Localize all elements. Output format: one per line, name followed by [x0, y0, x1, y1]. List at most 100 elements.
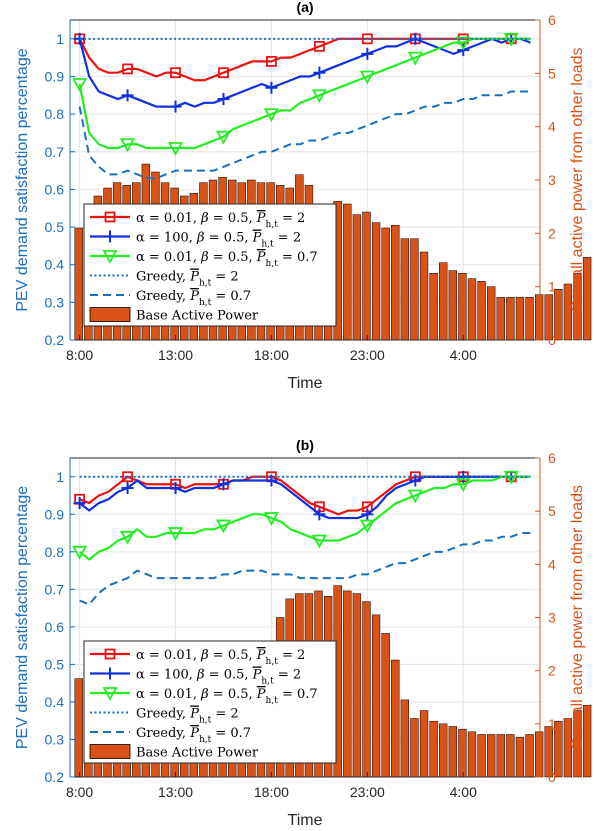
square-marker	[170, 67, 181, 79]
x-axis-label: Time	[288, 375, 323, 392]
bar	[439, 723, 448, 778]
legend-bar-swatch	[89, 744, 131, 759]
triangle-marker	[311, 89, 327, 104]
tick-label-x: 13:00	[158, 347, 193, 363]
series-line-blue-plus	[78, 475, 531, 520]
bar	[496, 297, 505, 341]
tick-label-left: 0.4	[45, 694, 65, 710]
legend-label: α = 100, β = 0.5, Ph,t = 2	[136, 668, 301, 687]
legend-label-part: h,t	[266, 696, 279, 706]
square-marker	[104, 211, 116, 223]
legend-label-part: = 0.7	[211, 289, 251, 304]
bar	[419, 710, 429, 778]
legend-label-part: = 2	[211, 707, 238, 722]
tick-label-x: 23:00	[350, 784, 385, 800]
bar	[381, 227, 390, 341]
legend-label-part: P	[256, 250, 266, 265]
tick-label-left: 0.3	[45, 731, 65, 747]
tick-label-x: 23:00	[350, 347, 385, 363]
tick-label-right: 4	[548, 119, 556, 135]
bar	[391, 659, 400, 778]
tick-label-right: 4	[548, 556, 556, 572]
triangle-marker	[215, 130, 231, 145]
tick-label-left: 1	[56, 31, 64, 47]
triangle-marker	[359, 519, 375, 534]
bar	[544, 726, 553, 778]
triangle-marker	[215, 519, 231, 534]
legend-label-part: α = 0.01,	[136, 648, 201, 663]
bar	[506, 297, 515, 341]
legend-label-part: P	[256, 211, 266, 226]
chart-title: (b)	[296, 437, 314, 453]
legend-label-part: = 2	[211, 270, 238, 285]
legend-label-part: Greedy,	[136, 289, 190, 304]
tick-label-left: 0.6	[45, 181, 65, 197]
chart-panel-b: 0.2 0.3 0.4 0.5 0.6 0.7 0.8 0.9 1 0 1 2 3 4 5 6 8:00 13:0…	[14, 437, 592, 829]
bar	[439, 262, 448, 341]
tick-label-left: 0.8	[45, 106, 65, 122]
triangle-marker	[102, 687, 118, 701]
chart-panel-a: 0.2 0.3 0.4 0.5 0.6 0.7 0.8 0.9 1 0 1 2 3 4 5 6 8:00 13:0…	[14, 0, 592, 392]
square-marker	[266, 56, 277, 67]
tick-label-right: 0	[548, 332, 556, 348]
tick-label-left: 0.6	[45, 619, 65, 635]
triangle-marker	[263, 108, 279, 122]
legend-label-part: P	[189, 270, 199, 285]
legend-label-part: P	[256, 648, 266, 663]
tick-label-x: 18:00	[254, 347, 289, 363]
legend-label-part: = 2	[274, 668, 301, 683]
legend-label-part: P	[189, 726, 199, 741]
bar	[371, 614, 381, 778]
triangle-marker	[311, 534, 327, 549]
legend-label-part: = 0.5,	[205, 668, 253, 683]
bar	[400, 699, 410, 778]
legend-label-part: = 0.5,	[205, 231, 253, 246]
bar	[343, 590, 352, 778]
legend-label-part: P	[252, 231, 262, 246]
bar	[467, 278, 477, 341]
legend-label-part: P	[189, 707, 199, 722]
bar	[429, 720, 438, 778]
triangle-marker	[120, 530, 136, 545]
bar	[573, 273, 582, 341]
triangle-marker	[407, 51, 423, 66]
triangle-marker	[359, 70, 375, 85]
legend-bar-swatch	[89, 307, 131, 322]
square-marker	[313, 40, 325, 52]
bar	[74, 678, 83, 778]
legend: α = 0.01, β = 0.5, Ph,t = 2α = 100, β = …	[83, 640, 337, 764]
bar	[486, 734, 496, 778]
bar	[400, 238, 410, 341]
legend-label-part: h,t	[199, 735, 212, 745]
tick-label-right: 5	[548, 65, 556, 81]
legend-label: Greedy, Ph,t = 2	[136, 707, 239, 726]
legend-label-part: β	[200, 211, 209, 226]
legend-label: α = 0.01, β = 0.5, Ph,t = 0.7	[136, 250, 318, 269]
y-axis-label-left: PEV demand satisfaction percentage	[14, 486, 31, 749]
bar	[74, 227, 83, 341]
legend-label-part: = 0.5,	[209, 687, 257, 702]
triangle-marker	[102, 250, 118, 264]
legend-label: α = 0.01, β = 0.5, Ph,t = 0.7	[136, 687, 318, 706]
tick-label-left: 0.9	[45, 68, 65, 84]
legend-label-part: h,t	[199, 279, 212, 289]
square-marker	[122, 471, 133, 483]
legend-label-part: α = 0.01,	[136, 250, 201, 265]
legend: α = 0.01, β = 0.5, Ph,t = 2α = 100, β = …	[83, 203, 337, 327]
tick-label-x: 18:00	[254, 784, 289, 800]
legend-label-part: P	[252, 668, 262, 683]
legend-label-part: h,t	[199, 298, 212, 308]
bar	[544, 294, 553, 341]
legend-label: α = 0.01, β = 0.5, Ph,t = 2	[136, 211, 305, 230]
legend-label-part: α = 0.01,	[136, 687, 201, 702]
bar	[352, 214, 362, 341]
tick-label-left: 0.2	[45, 769, 65, 785]
chart-title: (a)	[296, 0, 313, 15]
bar	[573, 710, 582, 778]
legend-label: Greedy, Ph,t = 0.7	[136, 726, 251, 745]
legend-label-part: h,t	[266, 657, 279, 667]
bar	[477, 281, 486, 341]
series-line-green-triangle	[78, 475, 531, 561]
bar	[496, 734, 505, 778]
